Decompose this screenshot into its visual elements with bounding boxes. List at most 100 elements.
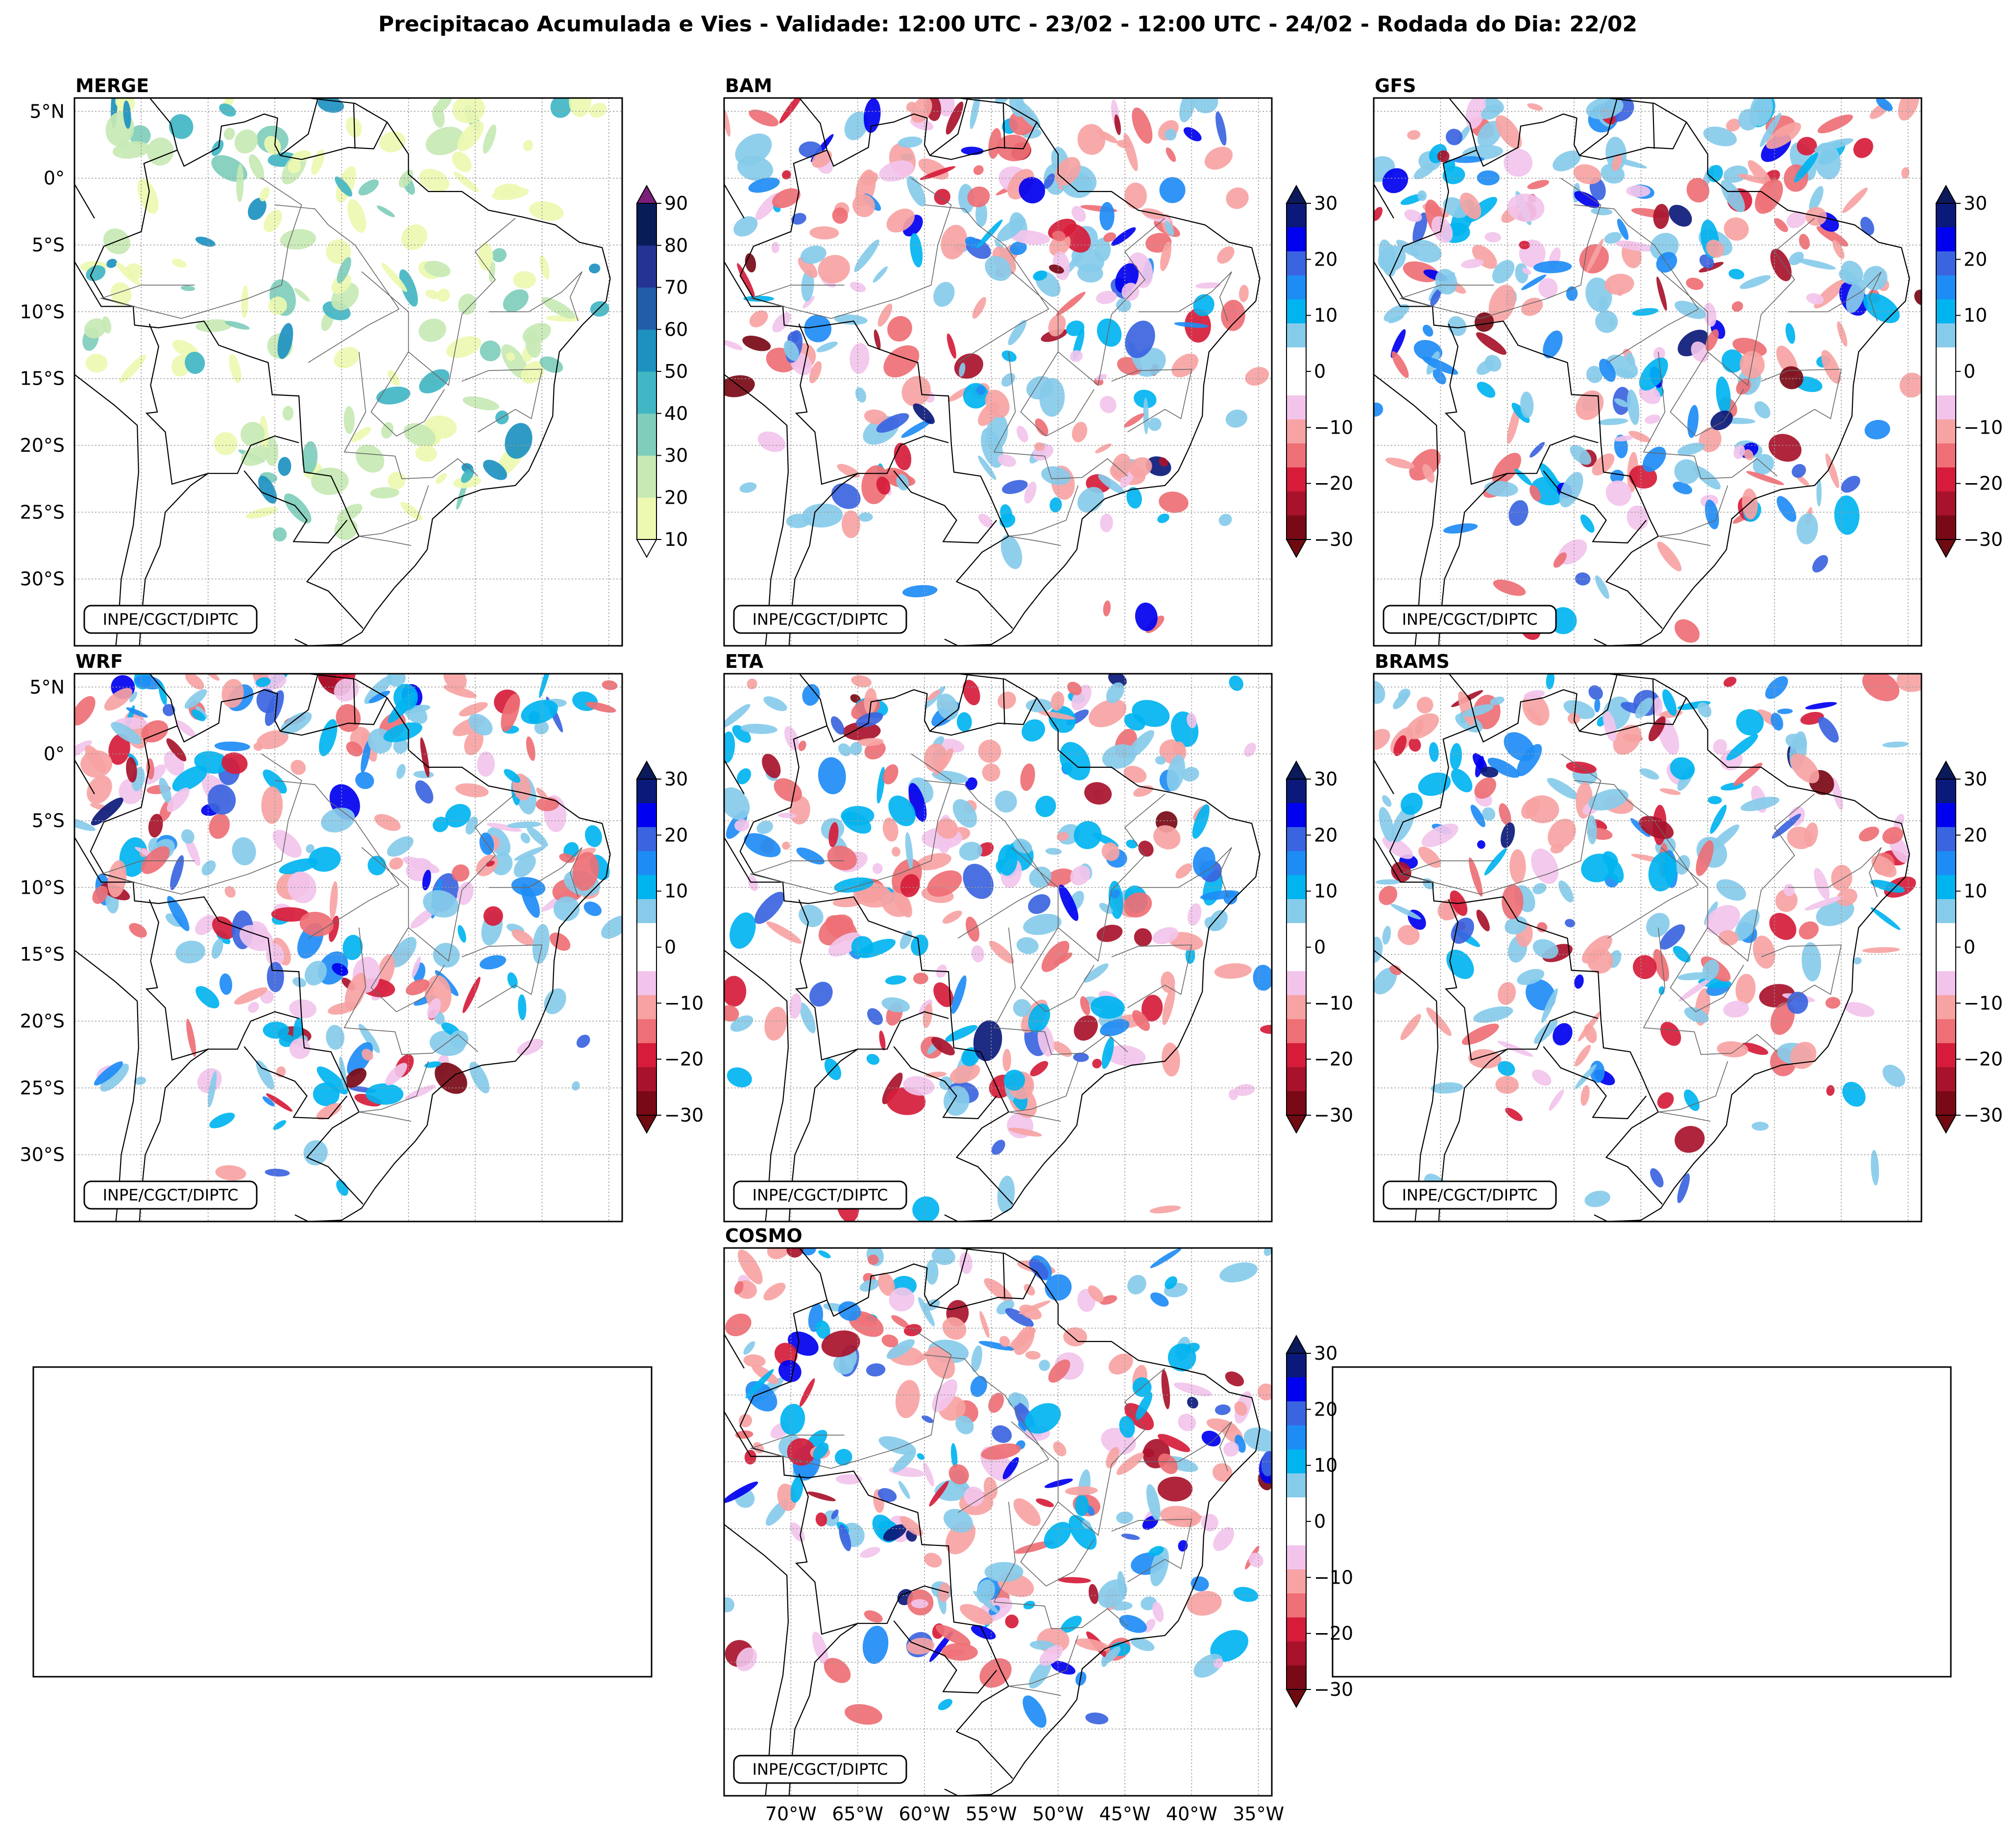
colorbar-bin: [1287, 1377, 1306, 1402]
colorbar-bin: [637, 1019, 656, 1044]
colorbar-bin: [1287, 1473, 1306, 1498]
colorbar-tick-label: −10: [664, 992, 704, 1014]
field-eta: [724, 674, 1272, 1222]
map-frame: [723, 97, 1273, 647]
map-panel-wrf: WRF INPE/CGCT/DIPTC 5°N 0° 5°S 10°S 15°S 20°S 25…: [20, 651, 704, 1223]
colorbar-bin: [1936, 371, 1956, 396]
colorbar-bin: [1287, 1067, 1306, 1092]
colorbar-tick-label: −10: [1964, 416, 2003, 438]
colorbar-bin: [1287, 419, 1306, 444]
colorbar-tick-label: 90: [664, 193, 688, 214]
colorbar-bin: [637, 971, 656, 996]
colorbar-bin: [1287, 803, 1306, 828]
empty-panel-right: [1332, 1366, 1952, 1678]
graticule: [1374, 674, 1921, 1222]
colorbar-bin: [1936, 1043, 1956, 1068]
colorbar-tick-label: −30: [1314, 1679, 1353, 1700]
colorbar-bin: [1287, 347, 1306, 372]
borders: [74, 98, 611, 646]
colorbar-frame: [636, 203, 657, 540]
colorbar-tick-label: −20: [1964, 1049, 2003, 1070]
colorbar-bin: [1936, 875, 1956, 900]
colorbar-bin: [1287, 443, 1306, 468]
lat-tick-label: 5°N: [29, 676, 65, 698]
colorbar-frame: [1936, 779, 1956, 1116]
map-panel-eta: ETA INPE/CGCT/DIPTC 30 20 10 0 −10 −20 −30: [723, 651, 1353, 1223]
colorbar-tick-label: −30: [1314, 1104, 1353, 1126]
colorbar-bin: [1287, 323, 1306, 348]
credit-box: [733, 1755, 907, 1784]
colorbar-brams: 30 20 10 0 −10 −20 −30: [1935, 760, 2003, 1134]
lat-tick-label: 0°: [44, 743, 65, 765]
map-panel-bam: BAM INPE/CGCT/DIPTC 30 20 10 0 −10 −20 −30: [723, 75, 1353, 647]
lon-tick-label: 40°W: [1166, 1803, 1217, 1825]
colorbar-eta: 30 20 10 0 −10 −20 −30: [1286, 760, 1353, 1134]
colorbar-bin: [1287, 371, 1306, 396]
colorbar-bin: [1936, 779, 1956, 804]
colorbar-tick-label: 20: [1964, 248, 1987, 270]
colorbar-tick-label: 80: [664, 235, 688, 256]
colorbar-tick-label: 10: [1314, 1455, 1337, 1476]
colorbar-bin: [1287, 1019, 1306, 1044]
colorbar-bin: [1936, 419, 1956, 444]
colorbar-bin: [1287, 1091, 1306, 1116]
colorbar-bin: [1287, 899, 1306, 924]
colorbar-tick-label: −20: [1314, 1623, 1353, 1644]
lat-tick-label: 0°: [44, 168, 65, 189]
map-frame: [1373, 97, 1922, 647]
colorbar-tick-label: 0: [664, 936, 676, 958]
lon-tick-label: 45°W: [1099, 1803, 1151, 1825]
colorbar-tick-label: 50: [664, 361, 688, 382]
colorbar-tick-label: −20: [664, 1049, 704, 1070]
colorbar-tick-label: 60: [664, 318, 688, 340]
colorbar-bin: [637, 245, 656, 288]
borders: [1374, 98, 1910, 646]
colorbar-bin: [637, 899, 656, 924]
map-panel-merge: MERGE INPE/CGCT/DIPTC 5°N 0° 5°S 10°S 15°S 20°S…: [20, 75, 688, 647]
map-body: [1374, 674, 1921, 1222]
colorbar-tick-label: 30: [1314, 193, 1337, 214]
colorbar-bin: [1287, 1617, 1306, 1642]
credit-box: [733, 605, 907, 634]
credit-label: INPE/CGCT/DIPTC: [103, 610, 239, 629]
colorbar-bin: [1287, 395, 1306, 420]
colorbar-bin: [1287, 827, 1306, 852]
colorbar-tick-label: −20: [1314, 473, 1353, 494]
colorbar-bin: [1287, 971, 1306, 996]
colorbar-bin: [1936, 827, 1956, 852]
figure-title: Precipitacao Acumulada e Vies - Validade…: [378, 12, 1637, 37]
colorbar-bin: [637, 1043, 656, 1068]
colorbar-tick-label: −30: [664, 1104, 704, 1126]
colorbar-cosmo: 30 20 10 0 −10 −20 −30: [1286, 1334, 1353, 1709]
panel-title: WRF: [75, 651, 123, 672]
colorbar-bin: [1287, 227, 1306, 252]
colorbar-bin: [637, 803, 656, 828]
colorbar-bin: [1287, 1545, 1306, 1570]
colorbar-tick-label: −20: [1964, 473, 2003, 494]
map-frame: [73, 97, 623, 647]
colorbar-bin: [1936, 899, 1956, 924]
colorbar-bin: [637, 779, 656, 804]
colorbar-frame: [1286, 779, 1307, 1116]
credit-label: INPE/CGCT/DIPTC: [1402, 1186, 1538, 1204]
colorbar-bin: [1287, 275, 1306, 300]
credit-box: [733, 1180, 907, 1210]
colorbar-bin: [637, 371, 656, 414]
borders: [74, 674, 611, 1222]
colorbar-tick-label: −30: [1964, 1104, 2003, 1126]
credit-box: [1383, 605, 1557, 634]
field-merge: [80, 98, 609, 542]
colorbar-bin: [1287, 875, 1306, 900]
colorbar-tick-label: −20: [1314, 1049, 1353, 1070]
colorbar-frame: [1936, 203, 1956, 540]
credit-label: INPE/CGCT/DIPTC: [753, 610, 888, 629]
colorbar-bin: [1936, 803, 1956, 828]
lon-tick-label: 50°W: [1032, 1803, 1084, 1825]
lat-tick-label: 10°S: [20, 301, 65, 322]
panel-title: COSMO: [725, 1225, 802, 1247]
colorbar-bin: [1287, 1043, 1306, 1068]
colorbar-bin: [1287, 995, 1306, 1020]
lat-tick-label: 25°S: [20, 1077, 65, 1099]
colorbar-bin: [1287, 779, 1306, 804]
colorbar-tick-label: 20: [1964, 824, 1987, 846]
